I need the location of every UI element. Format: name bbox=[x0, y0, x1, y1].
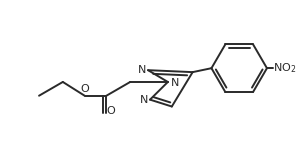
Text: N: N bbox=[170, 78, 179, 88]
Text: N: N bbox=[140, 95, 148, 105]
Text: NO$_2$: NO$_2$ bbox=[273, 61, 296, 75]
Text: O: O bbox=[106, 106, 115, 116]
Text: N: N bbox=[138, 65, 146, 75]
Text: O: O bbox=[80, 84, 89, 94]
